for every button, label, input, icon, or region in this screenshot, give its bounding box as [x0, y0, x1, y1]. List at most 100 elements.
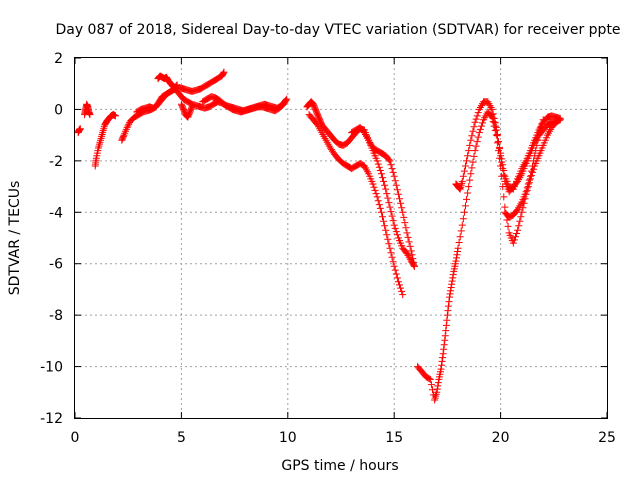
- data-point: [397, 284, 405, 292]
- data-point: [437, 365, 445, 373]
- data-point: [119, 132, 127, 140]
- x-tick-label: 25: [598, 430, 616, 446]
- data-point: [392, 181, 400, 189]
- data-point: [431, 394, 439, 402]
- y-tick-label: -10: [40, 360, 63, 376]
- data-point: [409, 255, 417, 263]
- x-tick-label: 10: [279, 430, 297, 446]
- data-point: [407, 247, 415, 255]
- data-point: [384, 194, 392, 202]
- data-point: [376, 204, 384, 212]
- data-point: [448, 277, 456, 285]
- data-point: [454, 248, 462, 255]
- y-tick-label: -12: [40, 411, 63, 427]
- data-point: [405, 238, 413, 246]
- data-point: [385, 240, 393, 248]
- y-tick-label: -8: [49, 308, 63, 324]
- data-point: [443, 311, 451, 319]
- data-point: [452, 254, 460, 262]
- data-point: [489, 114, 497, 122]
- data-point: [372, 190, 380, 198]
- data-point: [387, 208, 395, 216]
- data-point: [468, 132, 476, 140]
- data-point: [464, 152, 472, 160]
- data-point: [392, 270, 400, 278]
- data-point: [384, 235, 392, 243]
- data-point: [461, 202, 469, 210]
- data-point: [426, 375, 434, 383]
- data-point: [472, 115, 480, 123]
- data-point: [282, 96, 290, 104]
- data-point: [433, 385, 441, 393]
- x-tick-label: 20: [492, 430, 510, 446]
- data-point: [537, 123, 545, 131]
- data-point: [124, 122, 132, 130]
- data-point: [516, 217, 524, 225]
- data-point: [511, 233, 519, 241]
- y-tick-label: 2: [54, 51, 63, 67]
- data-point: [529, 168, 537, 176]
- data-point: [441, 332, 449, 340]
- data-point: [535, 131, 543, 139]
- y-tick-label: -6: [49, 257, 63, 273]
- data-point: [389, 217, 397, 225]
- data-point: [377, 170, 385, 178]
- data-point: [389, 168, 397, 176]
- data-point: [455, 239, 463, 246]
- data-point: [386, 203, 394, 211]
- data-point: [444, 307, 452, 315]
- y-axis-label: SDTVAR / TECUs: [7, 181, 23, 296]
- axis-ticks: [74, 57, 608, 419]
- data-point: [466, 141, 474, 149]
- data-point: [408, 251, 416, 259]
- data-point: [76, 125, 84, 133]
- data-point: [439, 350, 447, 358]
- data-point: [446, 293, 454, 301]
- data-point: [96, 138, 104, 146]
- data-point: [499, 161, 507, 169]
- data-point: [381, 181, 389, 189]
- data-point: [477, 122, 485, 130]
- data-point: [381, 222, 389, 230]
- data-point: [374, 160, 382, 168]
- data-point: [523, 184, 531, 192]
- data-point: [410, 258, 418, 266]
- data-point: [497, 149, 505, 157]
- data-point: [467, 136, 475, 144]
- data-point: [427, 381, 435, 389]
- data-point: [391, 177, 399, 185]
- data-point: [377, 208, 385, 216]
- data-point: [447, 287, 455, 295]
- data-point: [474, 133, 482, 141]
- data-point: [400, 213, 408, 221]
- data-point: [385, 199, 393, 207]
- series-arc-15: [501, 116, 547, 221]
- data-point: [438, 361, 446, 369]
- data-point: [522, 188, 530, 196]
- data-point: [388, 212, 396, 220]
- data-point: [95, 142, 103, 150]
- data-point: [447, 284, 455, 291]
- data-point: [492, 126, 500, 134]
- data-point: [539, 116, 547, 124]
- data-point: [173, 81, 181, 89]
- series-arc-14: [488, 111, 564, 193]
- data-point: [98, 131, 106, 138]
- data-point: [460, 167, 468, 175]
- data-point: [370, 183, 378, 191]
- data-point: [441, 336, 449, 344]
- series-arc-5: [154, 72, 181, 92]
- data-point: [396, 195, 404, 203]
- chart-title: Day 087 of 2018, Sidereal Day-to-day VTE…: [55, 22, 620, 38]
- data-point: [394, 278, 402, 286]
- series-arc-11: [348, 123, 418, 270]
- data-point: [386, 157, 394, 165]
- data-point: [458, 221, 466, 229]
- data-point: [382, 185, 390, 193]
- data-point: [529, 162, 537, 170]
- data-point: [473, 138, 481, 146]
- data-point: [388, 253, 396, 261]
- data-point: [220, 68, 228, 76]
- data-point: [382, 226, 390, 234]
- data-point: [371, 186, 379, 194]
